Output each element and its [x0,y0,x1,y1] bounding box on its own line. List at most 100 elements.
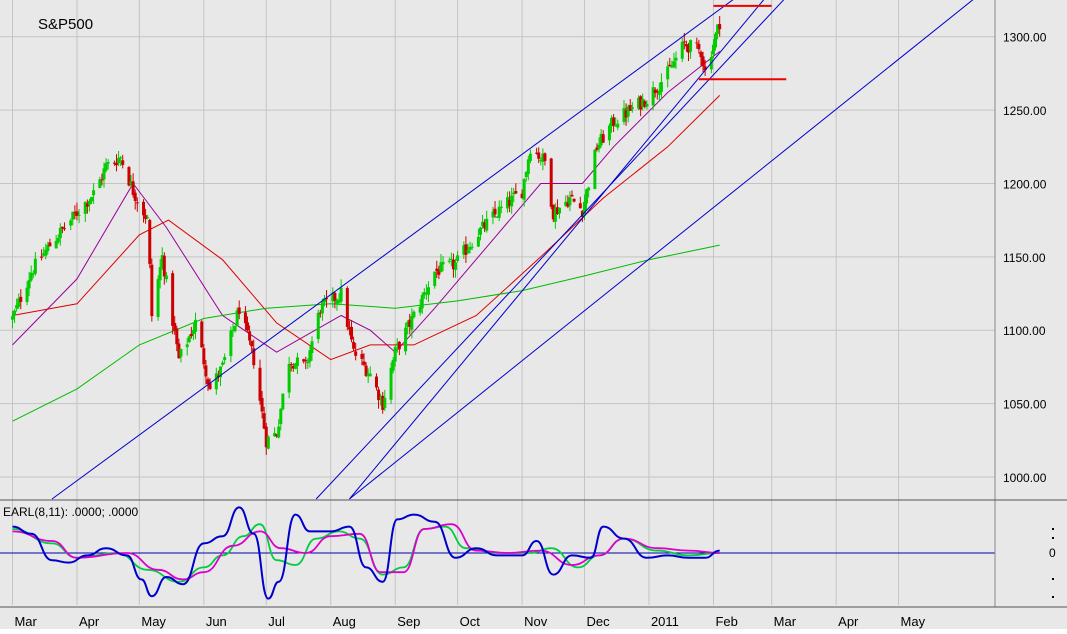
candle-up [512,192,516,195]
candle-up [13,310,17,316]
candle-up [406,322,410,327]
candle-up [622,108,626,122]
candle-up [447,260,451,262]
candle-up [651,87,655,106]
candle-up [585,189,589,204]
candle-up [659,82,663,92]
candle-down [612,117,616,127]
candle-up [393,347,397,362]
candle-down [437,269,441,275]
candle-down [248,331,252,341]
candle-up [104,163,108,171]
candle-up [98,179,102,189]
candle-up [714,33,718,48]
candle-up [564,201,568,206]
candle-down [601,134,605,143]
candle-up [582,201,586,216]
candle-down [464,244,468,255]
candle-down [289,364,293,366]
candle-up [179,348,183,357]
candle-up [391,360,395,371]
candle-up [316,312,320,340]
candle-up [146,217,150,219]
candle-down [514,191,518,194]
candle-up [468,246,472,250]
chart-title: S&P500 [38,16,93,33]
candle-down [114,162,118,166]
candle-up [597,144,601,149]
candle-down [189,333,193,337]
candle-down [628,105,632,111]
candle-down [580,210,584,218]
candle-up [410,316,414,330]
candle-up [273,433,277,437]
candle-down [364,365,368,376]
candle-down [243,312,247,324]
candle-up [379,397,383,399]
candle-up [412,311,416,318]
candle-down [135,202,139,204]
candle-down [435,268,439,271]
candle-up [337,299,341,303]
oscillator-zero-label: 0 [1049,546,1056,560]
candle-up [616,123,620,128]
candle-up [33,258,37,274]
candle-up [426,287,430,295]
candle-up [614,124,618,126]
oscillator-label: EARL(8,11): .0000; .0000 [3,505,139,519]
candle-down [570,194,574,197]
candle-down [352,341,356,349]
candle-down [202,348,206,365]
candle-up [156,279,160,317]
y-tick-label: 1100.00 [1003,324,1046,338]
y-tick-label: 1250.00 [1003,104,1047,118]
candle-down [566,202,570,207]
candle-up [44,249,48,256]
trendlines [51,0,974,500]
candle-up [558,207,562,214]
candle-down [377,389,381,401]
y-tick-label: 1050.00 [1003,398,1047,412]
candle-up [368,373,372,377]
candle-down [252,348,256,366]
candle-up [553,208,557,222]
candle-up [524,172,528,178]
candle-up [422,292,426,296]
candle-up [641,98,645,108]
candle-up [185,344,189,348]
candle-down [374,376,378,388]
candle-down [19,296,23,302]
candle-up [77,214,81,216]
candle-up [449,258,453,260]
candle-up [593,149,597,189]
candle-up [306,361,310,364]
candle-down [208,383,212,389]
candle-down [543,153,547,161]
candle-up [54,240,58,249]
candle-down [595,147,599,150]
candle-up [266,436,270,449]
candle-up [320,302,324,314]
candle-down [250,340,254,347]
oscillator-line [12,523,720,581]
candle-up [510,195,514,207]
candle-up [454,262,458,270]
candle-up [637,97,641,109]
candle-up [610,117,614,127]
candle-up [495,216,499,218]
candle-down [112,162,116,164]
candle-down [216,375,220,377]
x-tick-label: 2011 [651,614,679,629]
candle-down [85,203,89,207]
candle-down [695,42,699,44]
candle-down [318,312,322,314]
oscillator-tick-mark [1052,528,1054,530]
candle-up [404,327,408,352]
candle-down [148,220,152,264]
candle-up [645,103,649,107]
candle-up [233,326,237,332]
candle-up [194,319,198,332]
candle-up [90,197,94,202]
candle-down [175,328,179,345]
